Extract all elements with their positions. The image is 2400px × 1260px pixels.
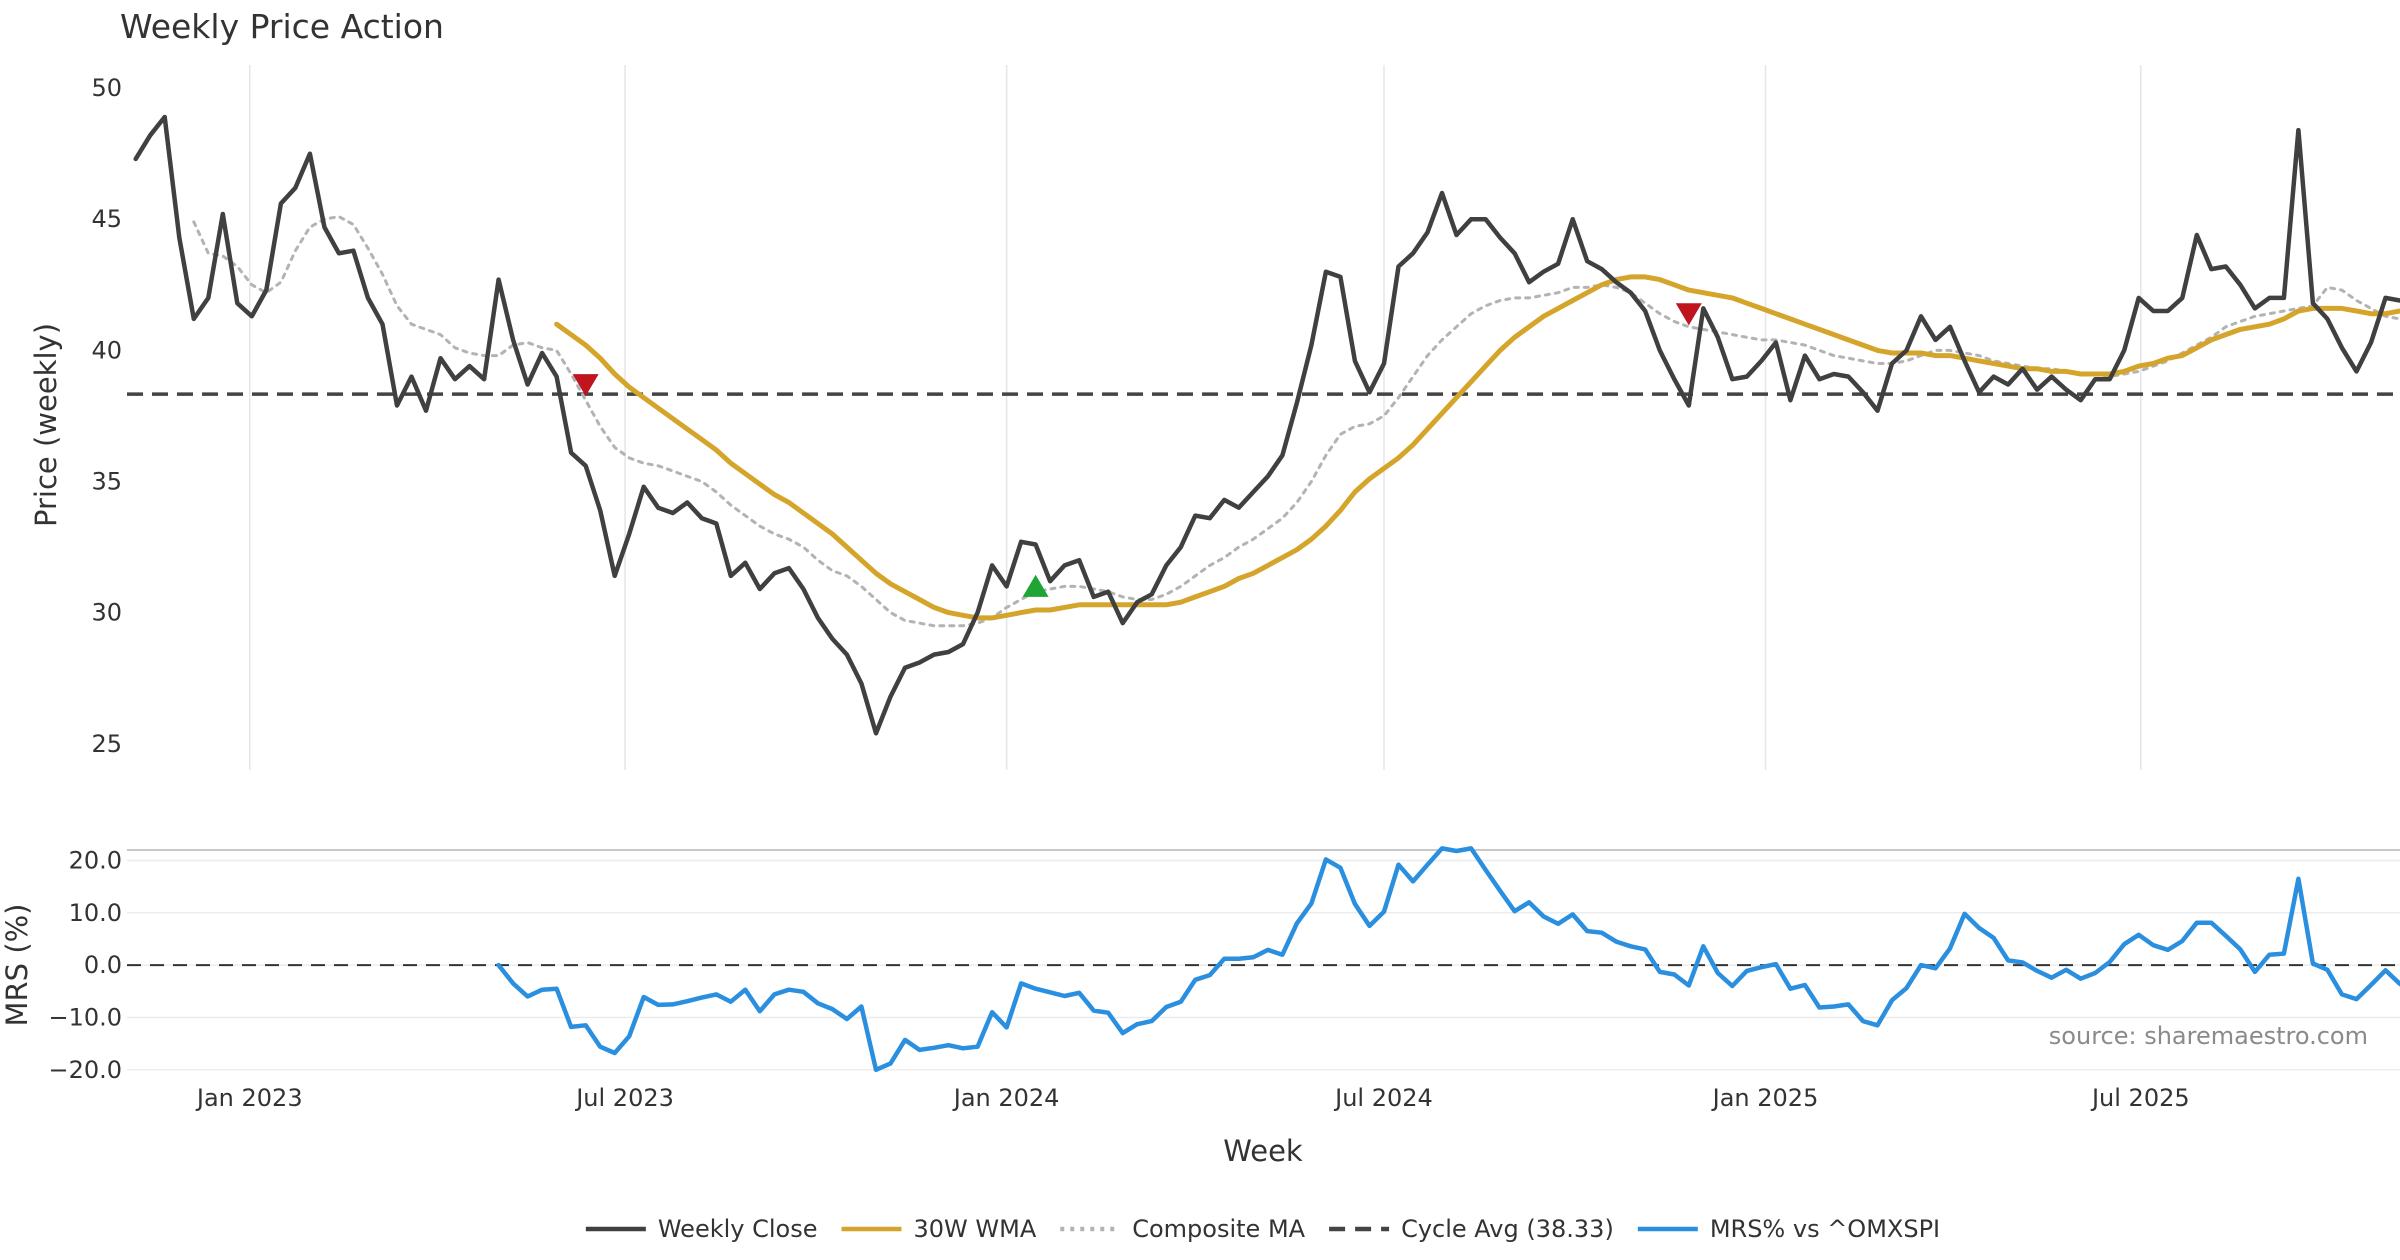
x-tick-label: Jul 2024 xyxy=(1333,1084,1433,1112)
buy-signal-marker-1 xyxy=(1022,574,1049,597)
signal-markers xyxy=(572,303,1702,597)
price-series xyxy=(133,114,2400,736)
legend: Weekly Close 30W WMA Composite MA Cycle Avg… xyxy=(585,1215,1940,1243)
mrs-y-tick-label: −20.0 xyxy=(48,1056,122,1084)
mrs-y-tick-label: 0.0 xyxy=(84,951,122,979)
mrs-y-tick-label: 10.0 xyxy=(69,899,122,927)
price-y-tick-label: 50 xyxy=(91,74,122,102)
price-y-tick-label: 30 xyxy=(91,599,122,627)
series-mrs-vs-omxspi xyxy=(496,846,2400,1073)
x-tick-label: Jul 2025 xyxy=(2090,1084,2190,1112)
price-y-axis-title: Price (weekly) xyxy=(29,323,63,527)
price-y-ticks: 25 30 35 40 45 50 xyxy=(91,74,122,758)
legend-label: Cycle Avg (38.33) xyxy=(1401,1215,1614,1243)
legend-label: MRS% vs ^OMXSPI xyxy=(1710,1215,1940,1243)
price-y-tick-label: 25 xyxy=(91,730,122,758)
x-tick-label: Jan 2023 xyxy=(195,1084,303,1112)
legend-item-30w-wma: 30W WMA xyxy=(841,1215,1037,1243)
legend-item-cycle-avg-38-33: Cycle Avg (38.33) xyxy=(1329,1215,1614,1243)
legend-label: Weekly Close xyxy=(658,1215,818,1243)
legend-label: 30W WMA xyxy=(913,1215,1036,1243)
x-axis-title: Week xyxy=(1223,1134,1303,1168)
sell-signal-marker-0 xyxy=(572,374,599,397)
series-weekly-close xyxy=(133,114,2400,736)
chart-title: Weekly Price Action xyxy=(120,7,444,46)
legend-item-weekly-close: Weekly Close xyxy=(585,1215,818,1243)
x-tick-label: Jan 2024 xyxy=(952,1084,1060,1112)
price-panel: 25 30 35 40 45 50 Weekly Price Action Price (… xyxy=(29,7,2400,770)
mrs-y-axis-title: MRS (%) xyxy=(0,904,34,1027)
mrs-y-tick-label: 20.0 xyxy=(69,846,122,874)
price-y-tick-label: 35 xyxy=(91,468,122,496)
mrs-series xyxy=(496,846,2400,1073)
price-grid xyxy=(249,65,2142,770)
sell-signal-marker-2 xyxy=(1675,303,1702,326)
x-tick-label: Jan 2025 xyxy=(1711,1084,1819,1112)
x-tick-label: Jul 2023 xyxy=(574,1084,674,1112)
legend-label: Composite MA xyxy=(1132,1215,1305,1243)
series-30w-wma xyxy=(554,274,2400,621)
price-y-tick-label: 45 xyxy=(91,205,122,233)
legend-item-composite-ma: Composite MA xyxy=(1060,1215,1306,1243)
mrs-y-ticks: −20.0 −10.0 0.0 10.0 20.0 xyxy=(48,846,122,1083)
mrs-y-tick-label: −10.0 xyxy=(48,1003,122,1031)
price-y-tick-label: 40 xyxy=(91,336,122,364)
series-composite-ma xyxy=(192,215,2400,628)
mrs-panel: −20.0−10.00.010.020.0 Jan 2023 Jul 2023 Ja… xyxy=(0,846,2400,1168)
legend-item-mrs-vs-omxspi: MRS% vs ^OMXSPI xyxy=(1637,1215,1940,1243)
source-annotation: source: sharemaestro.com xyxy=(2049,1022,2368,1050)
x-axis-ticks: Jan 2023 Jul 2023 Jan 2024 Jul 2024 Jan 2025… xyxy=(195,1084,2190,1112)
